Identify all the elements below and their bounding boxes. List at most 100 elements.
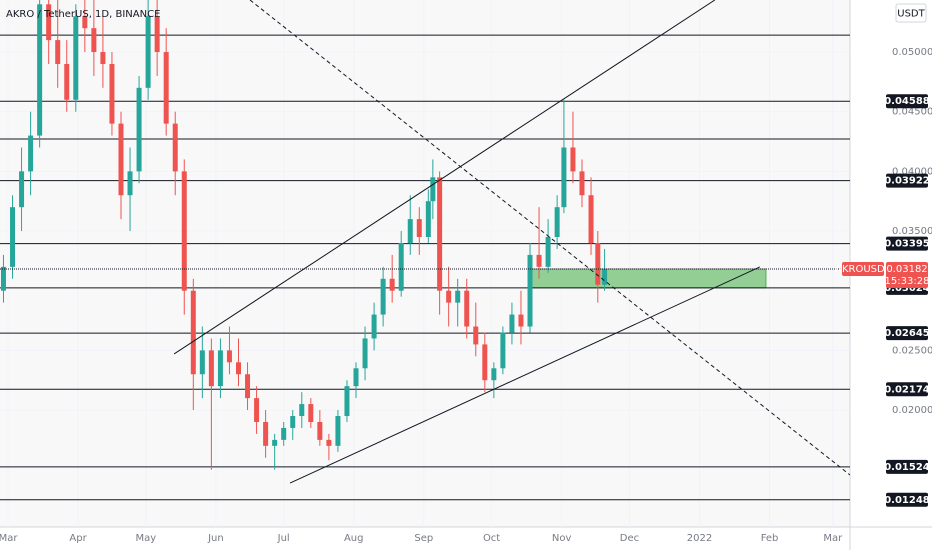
candle-body [545, 237, 551, 267]
candle-body [308, 404, 314, 422]
price-label: 0.03395 [884, 239, 930, 250]
candle-body [389, 278, 395, 291]
candle-body [430, 177, 436, 202]
y-tick-label: 0.02000 [892, 405, 932, 416]
zone [529, 268, 767, 289]
candle-body [500, 332, 506, 369]
price-label: 0.02174 [884, 384, 930, 395]
candle-body [554, 207, 560, 238]
candle-body [455, 290, 461, 303]
candle-body [190, 290, 196, 375]
candle-body [536, 254, 542, 267]
symbol-label: AKROUSDT [835, 264, 892, 275]
price-label: 0.01524 [884, 462, 930, 473]
price-badge [886, 236, 928, 251]
candle-body [145, 16, 151, 88]
y-tick-label: 0.04500 [892, 107, 932, 118]
candle-body [416, 219, 422, 238]
candle-body [570, 147, 576, 172]
candle-body [64, 63, 70, 100]
candle-body [425, 201, 431, 238]
x-tick-label: Jul [277, 533, 290, 544]
candle-body [263, 421, 269, 446]
candle-body [446, 290, 452, 303]
currency[interactable]: USDT [897, 9, 925, 20]
y-tick-label: 0.03500 [892, 226, 932, 237]
candle-body [181, 171, 187, 291]
candle-body [527, 254, 533, 327]
candle-body [19, 171, 25, 208]
candle-body [208, 350, 214, 387]
chart-title: AKRO / TetherUS, 1D, BINANCE [6, 9, 160, 20]
price-badge [886, 382, 928, 397]
candle-body [82, 16, 88, 29]
candle-body [491, 368, 497, 381]
price-badge [886, 173, 928, 188]
candle-body [290, 416, 296, 428]
candle-body [362, 338, 368, 369]
candle-body [344, 386, 350, 417]
candle-body [254, 398, 260, 422]
candle-body [380, 278, 386, 315]
candle-body [299, 404, 305, 417]
candle-body [335, 416, 341, 446]
candle-body [10, 207, 16, 267]
candle-body [91, 28, 97, 53]
plot [0, 0, 850, 501]
candle-body [595, 242, 601, 285]
price-label: 0.01248 [884, 495, 930, 506]
candle-body [588, 195, 594, 243]
price-badge [886, 492, 928, 507]
candle-body [518, 314, 524, 327]
candle-body [579, 171, 585, 196]
x-tick-label: Sep [414, 533, 433, 544]
candle-body [473, 326, 479, 345]
trend-line [173, 0, 716, 355]
candle-body [172, 123, 178, 172]
candle-body [561, 147, 567, 208]
axes: 0.05000 0.04500 0.04000 0.03500 0.02500 0.020… [0, 47, 932, 544]
candle-body [371, 314, 377, 339]
x-tick-label: Oct [483, 533, 500, 544]
currency-box[interactable] [895, 3, 927, 23]
candle-body [245, 374, 251, 399]
candle-body [37, 4, 43, 136]
y-tick-label: 0.04000 [892, 166, 932, 177]
price-label: 0.03922 [884, 176, 930, 187]
x-tick-label: Mar [823, 533, 843, 544]
trend-line [289, 266, 761, 484]
x-tick-label: Apr [69, 533, 87, 544]
x-tick-label: Dec [620, 533, 639, 544]
candle-body [482, 344, 488, 381]
x-tick-label: Feb [761, 533, 779, 544]
candle-body [226, 350, 232, 363]
candle-body [407, 219, 413, 243]
x-tick-label: May [136, 533, 157, 544]
candle-body [326, 439, 332, 446]
candle-body [602, 269, 608, 285]
price-label: 0.04588 [884, 96, 930, 107]
y-tick-label: 0.02500 [892, 345, 932, 356]
candle-body [464, 290, 470, 327]
x-tick-label: 2022 [687, 533, 712, 544]
candle-body [199, 350, 205, 375]
trend-line [249, 0, 850, 476]
candle-body [28, 135, 34, 172]
candle-body [127, 171, 133, 196]
candle-body [272, 439, 278, 446]
candle-body [0, 266, 6, 291]
x-tick-label: Aug [344, 533, 364, 544]
price-badge [886, 459, 928, 474]
x-tick-label: Nov [552, 533, 572, 544]
candle-body [217, 350, 223, 387]
price-label: 0.03024 [884, 283, 930, 294]
last-price-label: 0.03182 [886, 264, 927, 275]
candle-body [317, 421, 323, 440]
candle-body [55, 40, 61, 64]
y-tick-label: 0.05000 [892, 47, 932, 58]
countdown: 15:33:28 [885, 276, 930, 287]
candle-body [437, 177, 443, 291]
price-badge [886, 326, 928, 341]
candle-body [109, 63, 115, 124]
